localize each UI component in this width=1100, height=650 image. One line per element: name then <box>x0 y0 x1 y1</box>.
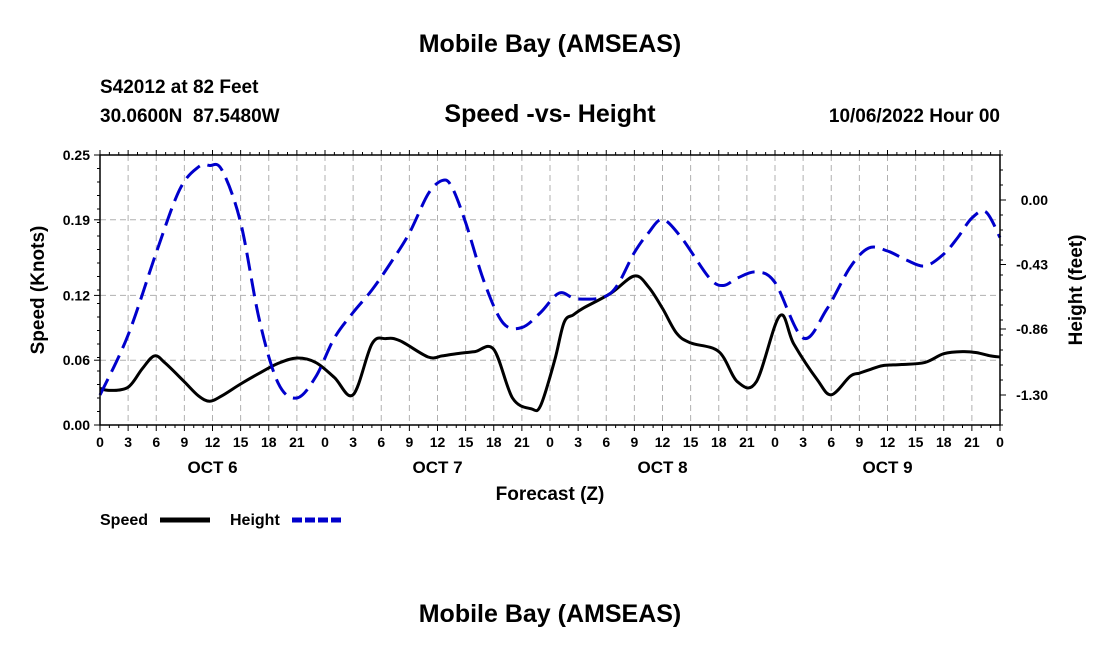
series-line-speed <box>99 274 1001 413</box>
y-tick-label: 0.19 <box>63 212 90 228</box>
y-tick-label: 0.25 <box>63 147 90 163</box>
x-tick-label: 3 <box>574 434 582 450</box>
y2-axis-title: Height (feet) <box>1066 235 1087 346</box>
legend-label-speed: Speed <box>100 512 148 529</box>
x-tick-label: 12 <box>205 434 221 450</box>
x-tick-label: 12 <box>655 434 671 450</box>
forecast-run-time: 10/06/2022 Hour 00 <box>828 106 1000 127</box>
x-tick-label: 9 <box>630 434 638 450</box>
x-axis-title: Forecast (Z) <box>496 484 605 505</box>
day-label: OCT 7 <box>412 458 462 477</box>
y-tick-label: 0.00 <box>63 417 90 433</box>
y-tick-label: 0.12 <box>63 287 90 303</box>
x-tick-label: 18 <box>936 434 952 450</box>
x-tick-label: 15 <box>908 434 924 450</box>
day-label: OCT 9 <box>862 458 912 477</box>
x-tick-label: 0 <box>996 434 1004 450</box>
x-tick-label: 0 <box>321 434 329 450</box>
x-tick-label: 12 <box>880 434 896 450</box>
x-tick-label: 15 <box>458 434 474 450</box>
chart-legend: Speed Height <box>100 512 342 529</box>
x-tick-label: 15 <box>233 434 249 450</box>
chart-labels: 0 3 6 9 12 15 18 21 0 3 6 9 12 15 18 21 0 3 6 9 12 15 18 21 0 3 6 9… <box>28 147 1087 505</box>
x-tick-label: 6 <box>827 434 835 450</box>
x-tick-label: 0 <box>546 434 554 450</box>
chart-series <box>98 162 1002 413</box>
y-tick-label: 0.06 <box>63 352 90 368</box>
x-tick-label: 3 <box>124 434 132 450</box>
x-tick-label: 12 <box>430 434 446 450</box>
x-tick-label: 21 <box>739 434 755 450</box>
main-title: Mobile Bay (AMSEAS) <box>418 30 682 58</box>
x-tick-label: 9 <box>180 434 188 450</box>
x-tick-label: 0 <box>771 434 779 450</box>
x-tick-label: 18 <box>261 434 277 450</box>
x-tick-label: 18 <box>486 434 502 450</box>
x-tick-label: 9 <box>855 434 863 450</box>
y2-tick-label: -0.86 <box>1016 321 1048 337</box>
chart-axes <box>94 150 1006 431</box>
station-label: S42012 at 82 Feet <box>100 77 259 98</box>
x-tick-label: 21 <box>289 434 305 450</box>
x-tick-label: 6 <box>152 434 160 450</box>
x-tick-label: 15 <box>683 434 699 450</box>
day-label: OCT 6 <box>187 458 237 477</box>
x-tick-label: 6 <box>377 434 385 450</box>
chart-grid <box>100 155 1000 425</box>
x-tick-label: 21 <box>514 434 530 450</box>
y-axis-title: Speed (Knots) <box>28 226 49 355</box>
x-tick-label: 0 <box>96 434 104 450</box>
legend-label-height: Height <box>230 512 280 529</box>
x-tick-label: 21 <box>964 434 980 450</box>
bottom-title: Mobile Bay (AMSEAS) <box>418 600 682 628</box>
y2-tick-label: 0.00 <box>1021 192 1048 208</box>
chart-title: Speed -vs- Height <box>444 100 656 128</box>
y2-tick-label: -0.43 <box>1016 257 1048 273</box>
station-coordinates: 30.0600N 87.5480W <box>100 106 280 127</box>
x-tick-label: 9 <box>405 434 413 450</box>
day-label: OCT 8 <box>637 458 687 477</box>
x-tick-label: 6 <box>602 434 610 450</box>
series-line-height <box>98 162 1002 400</box>
x-tick-label: 3 <box>349 434 357 450</box>
x-tick-label: 18 <box>711 434 727 450</box>
x-tick-label: 3 <box>799 434 807 450</box>
y2-tick-label: -1.30 <box>1016 387 1048 403</box>
